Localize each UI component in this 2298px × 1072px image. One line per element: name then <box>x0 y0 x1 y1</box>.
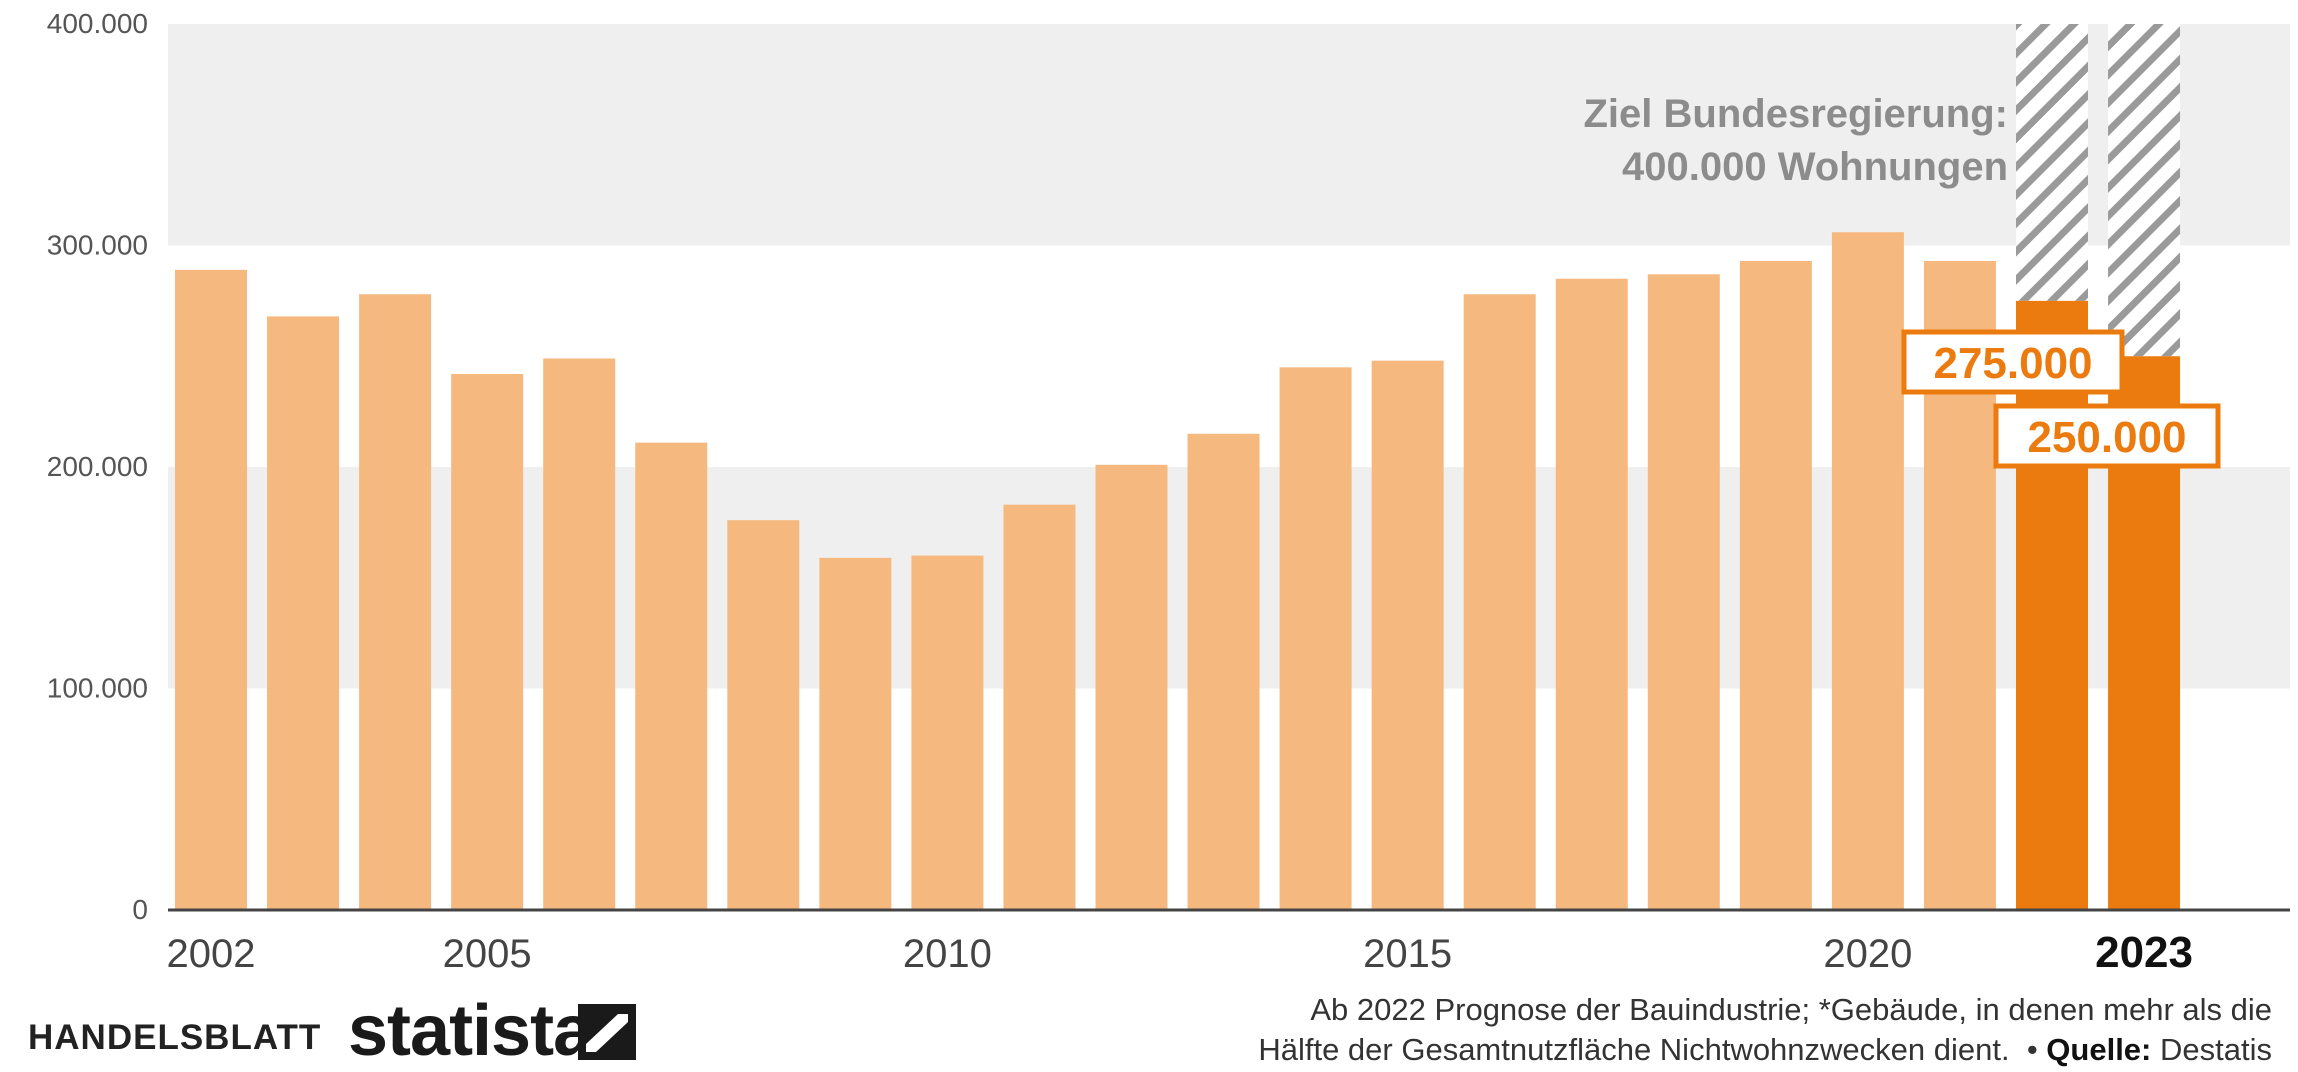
bar-2014 <box>1279 367 1352 910</box>
bar-2013 <box>1187 433 1260 910</box>
y-axis: 0 100.000 200.000 300.000 400.000 <box>47 8 2290 925</box>
x-tick-label-2015: 2015 <box>1363 932 1452 976</box>
bar-2007 <box>635 442 708 910</box>
bar-2012 <box>1095 464 1168 910</box>
source-label: Quelle: <box>2046 1032 2152 1067</box>
statista-logo: statista <box>348 991 593 1071</box>
bar-2018 <box>1647 274 1720 910</box>
bar-2004 <box>359 294 432 911</box>
x-tick-label-2005: 2005 <box>443 932 532 976</box>
y-tick-label-0: 0 <box>132 894 148 925</box>
x-axis: 2002 2005 2010 2015 2020 2023 <box>167 928 2193 977</box>
target-annotation-line-2: 400.000 Wohnungen <box>1622 145 2008 189</box>
bar-2010 <box>911 555 984 910</box>
bar-2003 <box>267 316 340 910</box>
value-label-2022-box <box>1901 329 2125 395</box>
y-tick-label-4: 400.000 <box>47 8 148 39</box>
bar-series <box>175 232 2181 911</box>
bar-2009 <box>819 557 892 910</box>
target-hatch-bars <box>2016 24 2181 357</box>
bar-2016 <box>1463 294 1536 911</box>
target-annotation-line-1: Ziel Bundesregierung: <box>1584 92 2009 136</box>
bar-2006 <box>543 358 616 911</box>
bar-2022 <box>2016 300 2088 910</box>
x-tick-label-2010: 2010 <box>903 932 992 976</box>
bar-2015 <box>1371 360 1444 910</box>
footnote-line-2-text: Hälfte der Gesamtnutzfläche Nichtwohnzwe… <box>1258 1032 2010 1067</box>
footnote-line-1: Ab 2022 Prognose der Bauindustrie; *Gebä… <box>1310 992 2272 1027</box>
x-tick-label-2023: 2023 <box>2095 928 2193 977</box>
target-bar-2022 <box>2016 24 2088 301</box>
bar-2005 <box>451 373 524 911</box>
y-tick-label-3: 300.000 <box>47 230 148 261</box>
bar-2017 <box>1555 278 1628 911</box>
y-tick-label-1: 100.000 <box>47 673 148 704</box>
x-tick-label-2020: 2020 <box>1823 932 1912 976</box>
bar-2002 <box>175 269 247 910</box>
bar-2011 <box>1003 504 1076 910</box>
handelsblatt-logo: HANDELSBLATT <box>28 1018 322 1057</box>
value-label-2023: 250.000 <box>2027 413 2186 462</box>
source-name: Destatis <box>2160 1032 2272 1067</box>
bar-2019 <box>1739 261 1812 910</box>
footnote: Ab 2022 Prognose der Bauindustrie; *Gebä… <box>1032 990 2272 1070</box>
grid-band-2 <box>168 24 2290 246</box>
footnote-line-2: Hälfte der Gesamtnutzfläche Nichtwohnzwe… <box>1258 1032 2272 1067</box>
bar-2020 <box>1831 232 1904 910</box>
bar-2008 <box>727 520 800 910</box>
y-tick-label-2: 200.000 <box>47 451 148 482</box>
annotations: Ziel Bundesregierung: 400.000 Wohnungen 27… <box>1584 92 2221 469</box>
value-label-2023-box <box>1993 403 2221 469</box>
statista-mark-icon <box>578 1004 636 1060</box>
value-label-2022: 275.000 <box>1933 339 2092 388</box>
target-bar-2023 <box>2108 24 2181 357</box>
x-tick-label-2002: 2002 <box>167 932 256 976</box>
